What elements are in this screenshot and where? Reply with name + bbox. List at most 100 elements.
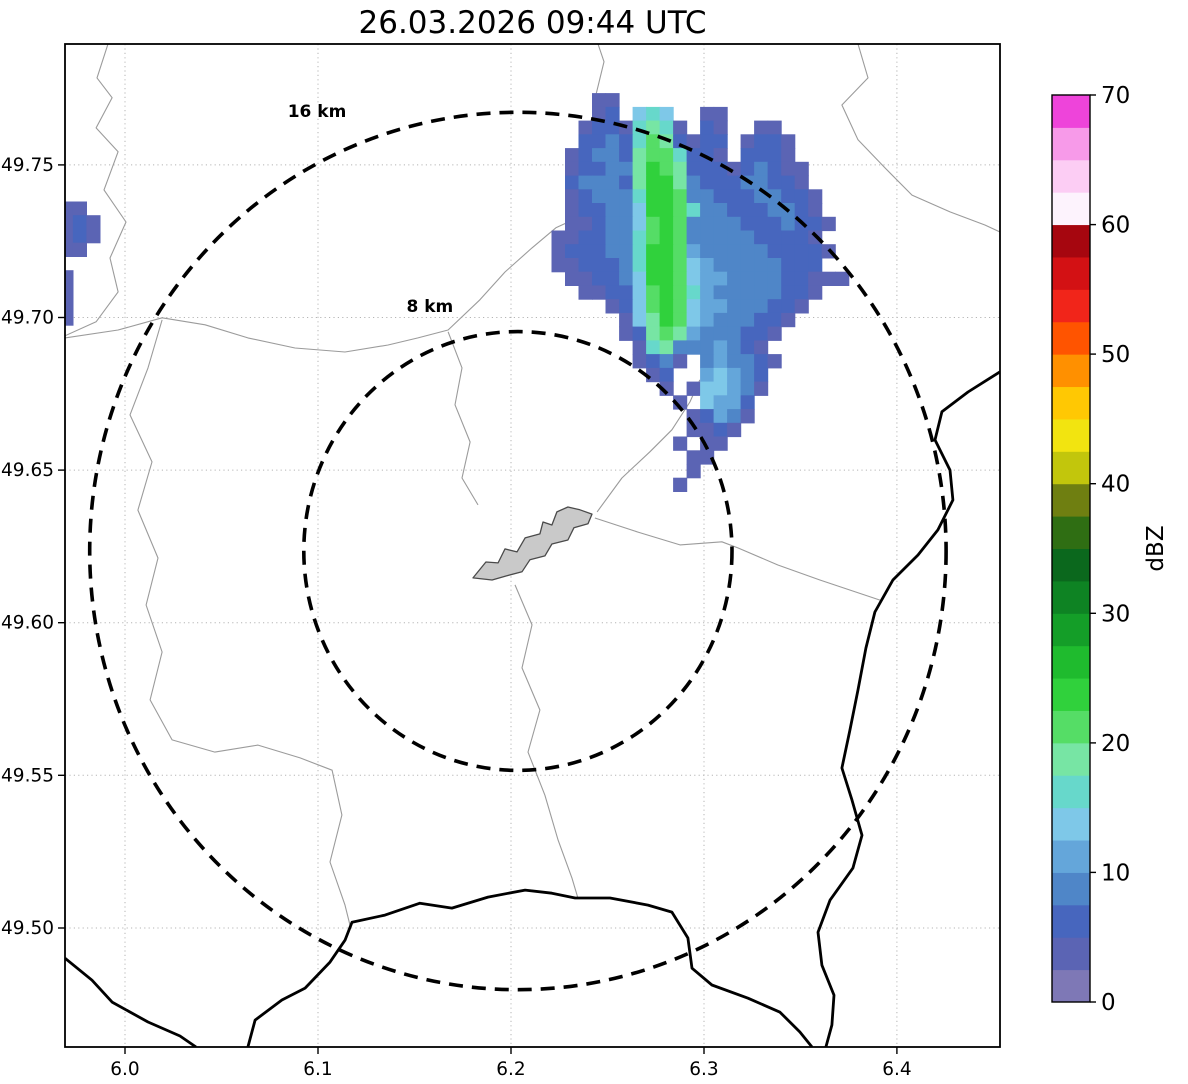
radar-echo-cell: [578, 203, 593, 218]
radar-echo-cell: [646, 312, 661, 328]
radar-echo-cell: [592, 216, 607, 232]
radar-echo-cell: [578, 258, 593, 273]
radar-echo-cell: [686, 244, 701, 259]
radar-echo-cell: [700, 203, 715, 218]
radar-echo-cell: [713, 189, 728, 204]
radar-echo-cell: [659, 340, 674, 355]
radar-echo-cell: [605, 216, 620, 232]
radar-echo-cell: [659, 120, 674, 135]
radar-echo-cell: [646, 148, 661, 163]
radar-echo-cell: [659, 367, 674, 383]
radar-echo-cell: [740, 258, 755, 273]
radar-echo-cell: [754, 175, 769, 190]
radar-echo-cell: [740, 326, 755, 341]
radar-echo-cell: [713, 312, 728, 328]
radar-echo-cell: [632, 216, 647, 232]
radar-echo-cell: [619, 216, 634, 232]
radar-echo-cell: [592, 148, 607, 163]
radar-echo-cell: [646, 230, 661, 245]
colorbar-band: [1052, 840, 1090, 873]
radar-echo-cell: [713, 175, 728, 190]
radar-echo-cell: [794, 230, 809, 245]
radar-echo-cell: [659, 161, 674, 177]
radar-echo-cell: [632, 189, 647, 204]
radar-echo-cell: [619, 230, 634, 245]
radar-echo-cell: [713, 148, 728, 163]
radar-echo-cell: [659, 203, 674, 218]
radar-echo-cell: [592, 189, 607, 204]
radar-echo-cell: [632, 175, 647, 190]
radar-echo-cell: [740, 134, 755, 149]
radar-echo-cell: [781, 148, 796, 163]
radar-echo-cell: [551, 244, 566, 259]
y-tick-label: 49.65: [1, 460, 54, 481]
radar-echo-cell: [578, 230, 593, 245]
radar-echo-cell: [713, 285, 728, 300]
colorbar-axis-label: dBZ: [1143, 525, 1169, 571]
radar-echo-cell: [659, 271, 674, 286]
colorbar-tick-label: 0: [1101, 990, 1116, 1016]
radar-echo-cell: [740, 312, 755, 328]
radar-echo-cell: [713, 258, 728, 273]
radar-echo-cell: [619, 148, 634, 163]
admin-boundary-line: [447, 331, 479, 506]
radar-echo-cell: [700, 422, 715, 438]
colorbar-band: [1052, 516, 1090, 549]
radar-echo-cell: [686, 450, 701, 465]
radar-echo-cell: [727, 271, 742, 286]
radar-echo-cell: [740, 216, 755, 232]
radar-echo-cell: [700, 395, 715, 410]
radar-echo-cell: [740, 367, 755, 383]
axes: 6.0 6.1 6.2 6.3 6.4 49.50 49.55 49.60 49.65 49.70…: [1, 43, 1001, 1080]
colorbar-band: [1052, 418, 1090, 452]
radar-echo-cell: [592, 106, 607, 122]
radar-echo-cell: [551, 258, 566, 273]
colorbar-tick-label: 20: [1101, 731, 1130, 757]
radar-echo-cell: [700, 367, 715, 383]
radar-echo-cell: [808, 285, 823, 300]
radar-echo-cell: [673, 203, 688, 218]
radar-echo-cell: [619, 258, 634, 273]
radar-echo-cell: [578, 285, 593, 300]
radar-echo-cell: [767, 189, 782, 204]
radar-echo-cell: [659, 285, 674, 300]
radar-echo-cell: [646, 175, 661, 190]
radar-echo-cell: [727, 175, 742, 190]
radar-echo-cell: [835, 271, 850, 286]
colorbar-band: [1052, 775, 1090, 809]
radar-echo-cell: [646, 285, 661, 300]
radar-echo-cell: [578, 271, 593, 286]
radar-echo-cell: [632, 148, 647, 163]
radar-echo-cell: [619, 312, 634, 328]
radar-echo-cell: [72, 201, 87, 216]
colorbar-band: [1052, 451, 1090, 485]
radar-echo-cell: [700, 409, 715, 424]
radar-echo-cell: [592, 161, 607, 177]
radar-echo-cell: [713, 299, 728, 314]
radar-echo-cell: [605, 106, 620, 122]
y-tick-label: 49.60: [1, 613, 54, 634]
radar-echo-cell: [65, 229, 74, 244]
radar-echo-cell: [754, 120, 769, 135]
radar-echo-cell: [700, 340, 715, 355]
colorbar-band: [1052, 159, 1090, 193]
radar-echo-cell: [659, 258, 674, 273]
radar-echo-cell: [592, 203, 607, 218]
radar-echo-cell: [578, 134, 593, 149]
colorbar-tick-label: 60: [1101, 213, 1130, 239]
radar-echo-cell: [605, 244, 620, 259]
radar-echo-cell: [700, 230, 715, 245]
radar-echo-cell: [754, 381, 769, 396]
colorbar-band: [1052, 483, 1090, 517]
colorbar-band: [1052, 256, 1090, 290]
radar-echo-cell: [646, 340, 661, 355]
y-tick-label: 49.50: [1, 918, 54, 939]
radar-echo-cell: [754, 367, 769, 383]
radar-echo-cell: [673, 189, 688, 204]
radar-echo-cell: [65, 311, 74, 326]
radar-echo-cell: [605, 134, 620, 149]
radar-echo-cell: [686, 464, 701, 479]
radar-echo-cell: [578, 216, 593, 232]
radar-echo-cell: [619, 299, 634, 314]
admin-boundary-line: [65, 44, 127, 337]
